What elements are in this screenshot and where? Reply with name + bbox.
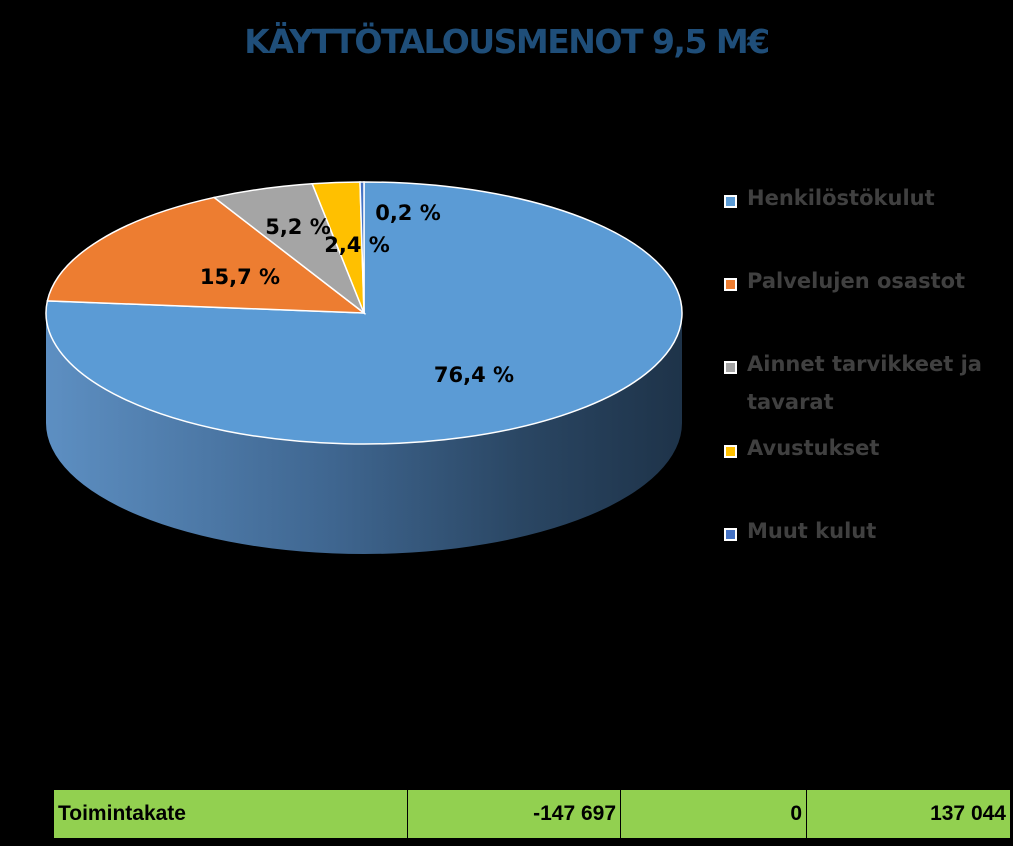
legend-swatch [724,528,737,541]
table-row: Toimintakate -147 697 0 137 044 [53,789,1011,839]
slice-data-label: 15,7 % [200,265,280,289]
legend-item: Ainnet tarvikkeet ja tavarat [724,352,1007,421]
legend-swatch [724,445,737,458]
table-cell: 0 [620,789,807,839]
table-cell: 137 044 [806,789,1011,839]
legend: Henkilöstökulut Palvelujen osastot Ainnet … [724,0,1013,600]
legend-item: Palvelujen osastot [724,269,1007,300]
legend-label: Palvelujen osastot [747,269,966,293]
legend-item: Muut kulut [724,519,1007,550]
legend-swatch [724,361,737,374]
table-cell: -147 697 [407,789,621,839]
slice-data-label: 0,2 % [375,201,441,225]
legend-label: Ainnet tarvikkeet ja tavarat [747,352,982,414]
legend-item: Avustukset [724,436,1007,467]
pie-side-wall-face [46,313,682,554]
slice-data-label: 76,4 % [434,363,514,387]
legend-label: Muut kulut [747,519,877,543]
legend-item: Henkilöstökulut [724,186,1007,217]
legend-label: Avustukset [747,436,880,460]
pie-slice-2 [46,196,367,314]
legend-label: Henkilöstökulut [747,186,935,210]
legend-swatch [724,278,737,291]
pie-slice-1 [45,181,683,445]
slice-data-label: 2,4 % [324,233,390,257]
slice-data-label: 5,2 % [265,215,331,239]
pie-side-wall [46,313,682,554]
table-row-label: Toimintakate [53,789,408,839]
legend-swatch [724,195,737,208]
summary-table: Toimintakate -147 697 0 137 044 [53,789,1011,839]
chart-title: KÄYTTÖTALOUSMENOT 9,5 M€ [244,22,770,61]
pie-slice-5 [359,181,365,314]
